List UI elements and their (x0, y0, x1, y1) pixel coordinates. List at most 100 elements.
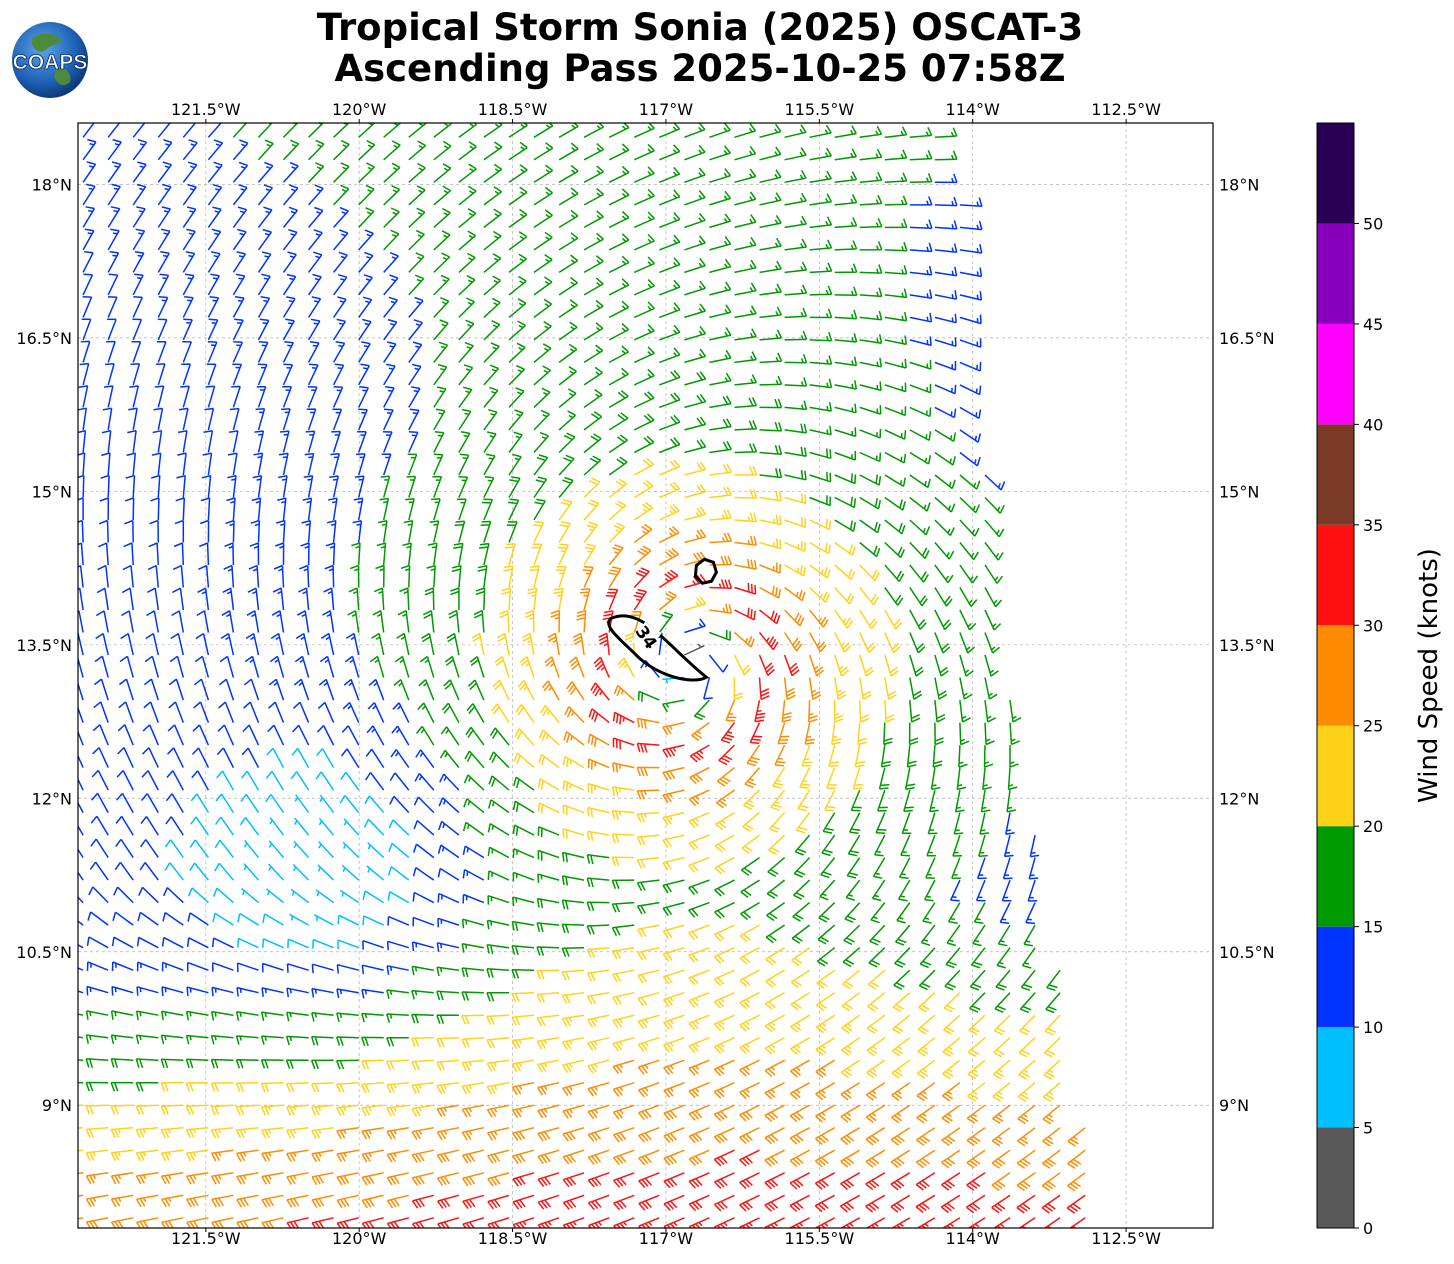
wind-barb (210, 1149, 234, 1162)
wind-barb (294, 655, 310, 678)
wind-barb (461, 991, 484, 1001)
wind-barb (739, 1149, 760, 1167)
wind-barb (372, 610, 385, 633)
wind-barb (163, 887, 184, 904)
wind-barb (483, 364, 500, 386)
wind-barb (115, 815, 134, 836)
wind-barb (859, 451, 882, 463)
wind-barb (587, 782, 610, 794)
wind-barb (909, 451, 932, 465)
wind-barb (759, 609, 781, 625)
wind-barb (739, 969, 760, 987)
wind-barb (740, 879, 760, 898)
wind-barb (185, 1034, 209, 1045)
wind-barb (915, 1194, 936, 1213)
wind-barb (942, 1037, 961, 1057)
wind-barb (241, 887, 259, 904)
wind-barb (90, 838, 109, 859)
wind-barb (332, 318, 347, 341)
wind-barb (966, 1127, 986, 1147)
wind-barb (336, 963, 359, 974)
wind-barb (689, 744, 710, 763)
wind-barb (243, 840, 260, 859)
wind-barb (78, 920, 84, 926)
wind-barb (734, 443, 758, 454)
wind-barb (562, 1104, 585, 1119)
wind-barb (734, 558, 757, 570)
wind-barb (325, 542, 336, 566)
wind-barb (708, 654, 729, 673)
wind-barb (293, 678, 310, 701)
wind-barb (512, 848, 535, 859)
plot-background (78, 123, 1213, 1228)
wind-barb (383, 318, 398, 341)
wind-barb (561, 946, 585, 957)
wind-barb (186, 986, 209, 997)
colorbar-tick-label: 25 (1363, 717, 1383, 736)
lat-label-right: 10.5°N (1219, 943, 1275, 962)
lat-label-right: 15°N (1219, 482, 1259, 501)
wind-barb (637, 1059, 660, 1075)
wind-barb (941, 1127, 961, 1147)
wind-barb (446, 632, 460, 656)
wind-barb (332, 273, 348, 296)
wind-barb (612, 1104, 635, 1120)
wind-barb (354, 475, 365, 498)
wind-barb (766, 901, 786, 922)
wind-barb (135, 1104, 159, 1115)
wind-barb (511, 969, 535, 979)
wind-barb (344, 655, 360, 678)
wind-barb (232, 340, 243, 363)
wind-barb (784, 147, 807, 161)
wind-barb (533, 298, 553, 318)
wind-barb (113, 886, 134, 904)
wind-barb (906, 745, 917, 768)
wind-barb (536, 946, 560, 956)
wind-barb (804, 722, 815, 745)
wind-barb (408, 207, 426, 228)
wind-barb (247, 587, 260, 611)
wind-barb (260, 1104, 284, 1116)
wind-barb (433, 185, 452, 206)
wind-barb (107, 161, 122, 183)
wind-barb (662, 744, 685, 758)
wind-barb (557, 543, 570, 566)
wind-barb (82, 161, 97, 183)
wind-barb (150, 474, 161, 498)
wind-barb (833, 677, 847, 700)
wind-barb (713, 992, 735, 1009)
wind-barb (345, 632, 360, 656)
wind-barb (564, 706, 585, 724)
wind-barb (91, 769, 109, 791)
wind-barb (475, 587, 486, 611)
wind-barb (934, 632, 951, 654)
wind-barb (182, 183, 197, 206)
wind-barb (587, 733, 610, 747)
wind-barb (858, 700, 870, 723)
wind-barb (845, 879, 861, 902)
wind-barb (583, 477, 601, 499)
wind-barb (383, 140, 401, 161)
wind-barb (351, 542, 361, 566)
wind-barb (784, 540, 807, 553)
wind-barb (308, 139, 325, 161)
wind-barb (720, 722, 736, 744)
wind-barb (553, 587, 564, 611)
wind-barb (260, 1059, 284, 1069)
wind-barb (950, 879, 961, 902)
wind-barb (816, 992, 836, 1012)
wind-barb (540, 704, 560, 724)
wind-barb (268, 840, 285, 859)
wind-barb (136, 986, 159, 996)
wind-barb (508, 141, 528, 161)
wind-barb (216, 747, 235, 768)
wind-barb (458, 453, 470, 476)
wind-barb (984, 700, 997, 723)
wind-barb (512, 1126, 535, 1142)
wind-barb (107, 138, 122, 161)
wind-barb (224, 542, 235, 566)
wind-barb (714, 879, 735, 897)
wind-barb (78, 801, 84, 813)
wind-barb (859, 264, 883, 274)
wind-barb (714, 856, 735, 875)
